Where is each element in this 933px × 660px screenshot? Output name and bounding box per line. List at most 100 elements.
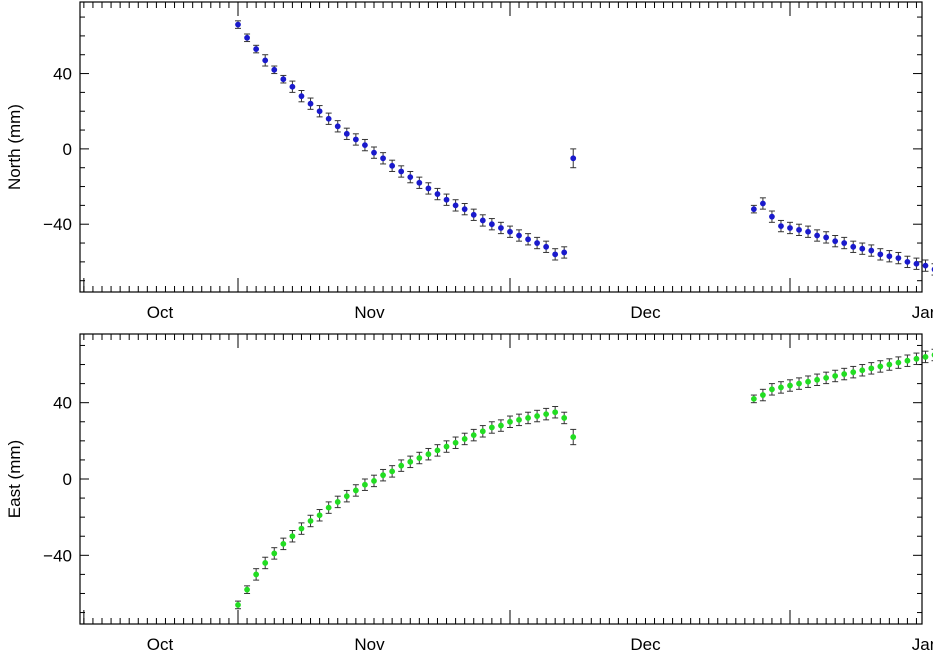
data-point	[479, 428, 486, 435]
panel-north: 40 0 −40 Oct Nov Dec Jan North (mm)	[5, 1, 933, 322]
data-point	[380, 155, 386, 162]
data-point	[561, 415, 568, 421]
data-point	[452, 202, 459, 209]
y-axis-title: East (mm)	[5, 440, 24, 518]
data-point	[877, 251, 884, 258]
data-point	[407, 174, 414, 181]
y-tick-label: 0	[63, 470, 72, 489]
data-point	[760, 392, 766, 398]
data-point	[425, 451, 432, 458]
data-point	[362, 142, 368, 149]
data-point	[814, 376, 820, 383]
data-point	[534, 240, 540, 246]
data-point	[796, 226, 802, 233]
plot-frame	[79, 1, 923, 293]
data-point	[769, 386, 775, 393]
data-point	[461, 206, 468, 213]
data-point	[334, 498, 341, 505]
data-point	[913, 260, 920, 267]
data-point	[796, 380, 802, 387]
data-point	[895, 359, 902, 366]
data-point	[298, 525, 305, 532]
data-point	[416, 455, 423, 461]
data-point	[832, 373, 839, 379]
data-point	[434, 447, 441, 454]
y-axis-title: North (mm)	[5, 104, 24, 190]
data-point	[750, 206, 757, 213]
data-point	[253, 571, 260, 578]
data-point	[516, 416, 522, 423]
data-point	[841, 371, 848, 377]
data-point	[443, 443, 450, 450]
data-point	[850, 243, 857, 250]
x-tick-label: Jan	[912, 635, 933, 654]
data-point	[461, 436, 468, 442]
data-point	[488, 424, 495, 431]
data-point	[516, 232, 522, 239]
y-tick-label: −40	[43, 215, 72, 234]
data-point	[253, 46, 260, 52]
data-point	[543, 411, 550, 418]
y-tick-label: 0	[63, 140, 72, 159]
data-point	[877, 363, 884, 370]
data-point	[823, 374, 830, 381]
data-point	[841, 240, 848, 246]
data-point	[389, 468, 396, 475]
x-tick-label: Dec	[630, 303, 661, 322]
data-point	[425, 185, 432, 192]
data-point	[886, 361, 893, 368]
data-point	[280, 540, 287, 547]
data-point	[244, 34, 250, 41]
data-point	[913, 355, 920, 362]
y-tick-label: 40	[53, 394, 72, 413]
data-point	[769, 213, 775, 220]
data-point	[262, 57, 269, 64]
data-point	[886, 253, 893, 260]
data-point	[507, 418, 513, 425]
data-point	[543, 243, 550, 250]
data-point	[325, 504, 332, 511]
data-point	[904, 357, 911, 364]
data-point	[298, 93, 305, 100]
x-tick-label: Jan	[912, 303, 933, 322]
data-point	[235, 602, 241, 608]
x-tick-label: Nov	[354, 635, 385, 654]
data-point	[904, 258, 911, 265]
data-point	[561, 249, 568, 256]
data-point	[778, 223, 784, 229]
data-point	[552, 251, 559, 258]
data-point	[895, 255, 902, 262]
data-point	[534, 413, 540, 419]
y-tick-label: −40	[43, 546, 72, 565]
data-point	[778, 384, 784, 391]
data-point	[343, 130, 350, 137]
data-point	[452, 439, 459, 446]
data-point	[760, 200, 766, 207]
data-point	[470, 432, 477, 439]
data-point	[859, 245, 866, 252]
data-point	[271, 550, 278, 557]
data-point	[434, 191, 441, 197]
data-point	[362, 481, 368, 488]
data-point	[352, 136, 359, 143]
panel-east: 40 0 −40 Oct Nov Dec Jan East (mm)	[5, 333, 933, 654]
data-point	[750, 395, 757, 402]
data-point	[289, 83, 296, 90]
data-point	[922, 262, 929, 269]
data-point	[262, 560, 269, 566]
data-point	[470, 211, 477, 218]
data-point	[307, 518, 314, 524]
data-point	[805, 228, 811, 235]
data-point	[850, 369, 857, 376]
data-point	[371, 149, 377, 156]
data-point	[805, 378, 811, 385]
data-point	[334, 123, 341, 130]
data-point	[814, 232, 820, 239]
data-point	[823, 234, 830, 241]
data-point	[552, 409, 559, 416]
x-tick-label: Oct	[147, 303, 174, 322]
data-point	[343, 493, 350, 500]
x-tick-label: Oct	[147, 635, 174, 654]
data-point	[389, 162, 396, 169]
